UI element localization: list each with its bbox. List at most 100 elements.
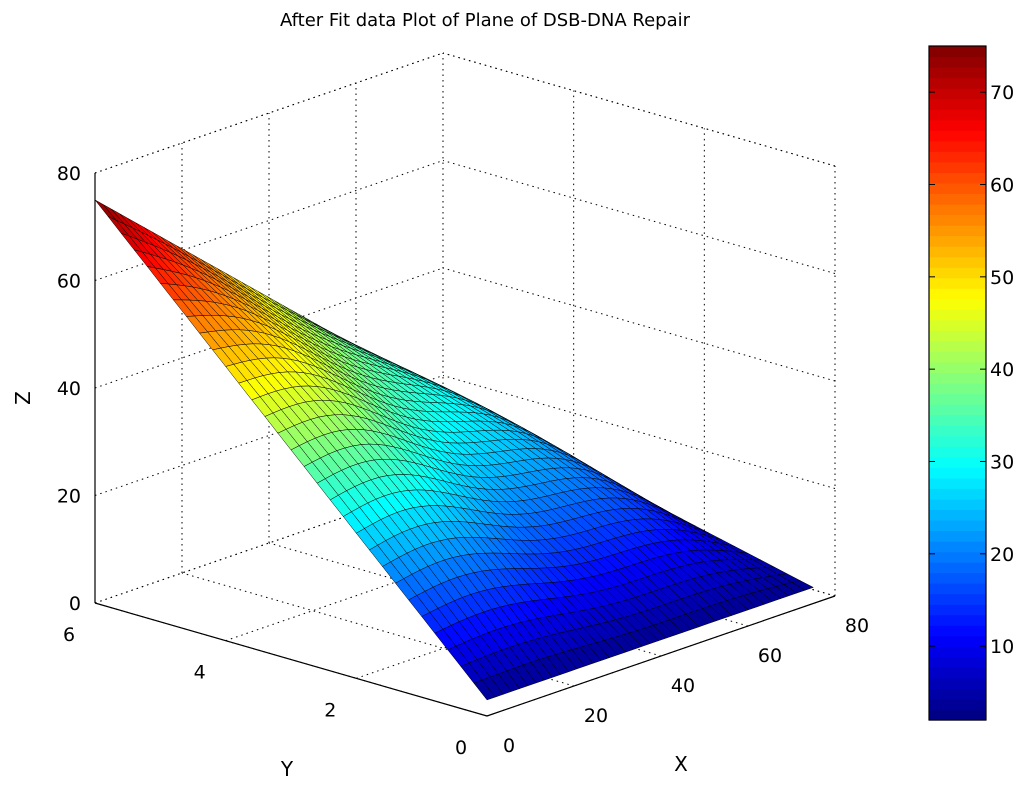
colorbar-segment [929, 309, 986, 321]
grid-line [442, 375, 836, 489]
colorbar-segment [929, 361, 986, 374]
grid-line [94, 267, 444, 389]
colorbar-segment [929, 625, 986, 637]
x-tick-label: 20 [584, 705, 608, 727]
colorbar-segment [929, 667, 986, 679]
z-tick-label: 0 [69, 593, 81, 615]
x-tick-label: 80 [845, 615, 869, 637]
y-tick-label: 2 [324, 699, 336, 721]
colorbar-segment [929, 161, 986, 173]
colorbar-segment [929, 340, 986, 353]
colorbar-segment [929, 277, 986, 289]
colorbar-segment [929, 498, 986, 510]
axis-line [486, 595, 836, 717]
colorbar-segment [929, 214, 986, 226]
colorbar-segment [929, 540, 986, 553]
colorbar-segment [929, 298, 986, 310]
colorbar-frame [928, 45, 987, 721]
colorbar-tick-label: 10 [990, 636, 1014, 658]
colorbar-segment [929, 235, 986, 247]
grid-line [94, 52, 444, 174]
colorbar-segment [929, 88, 986, 100]
grid-line [442, 52, 836, 167]
colorbar-segment [929, 604, 986, 616]
axis-line [94, 602, 488, 717]
x-tick-label: 0 [503, 735, 515, 757]
colorbar-segment [929, 193, 986, 205]
y-tick-label: 4 [194, 662, 206, 684]
colorbar-segment [929, 351, 986, 363]
colorbar-tick-label: 60 [990, 174, 1014, 196]
colorbar-segment [929, 372, 986, 384]
colorbar-segment [929, 656, 986, 668]
colorbar-segment [929, 551, 986, 563]
colorbar-segment [929, 393, 986, 405]
colorbar-segment [929, 583, 986, 595]
z-tick-label: 40 [57, 378, 81, 400]
grid-line [442, 267, 836, 382]
z-tick-label: 20 [57, 486, 81, 508]
axes-lines [94, 173, 836, 717]
x-axis-label: X [674, 752, 688, 776]
y-tick-label: 6 [63, 624, 75, 646]
colorbar-segment [929, 435, 986, 447]
colorbar-segment [929, 593, 986, 605]
colorbar-segment [929, 225, 986, 237]
colorbar-segment [929, 119, 986, 131]
colorbar-segment [929, 562, 986, 574]
colorbar-segment [929, 425, 986, 437]
colorbar-segment [929, 488, 986, 500]
colorbar-segment [929, 330, 986, 342]
colorbar-segment [929, 288, 986, 300]
colorbar-segment [929, 182, 986, 195]
z-tick-label: 80 [57, 163, 81, 185]
grid-line [181, 572, 575, 687]
colorbar-segment [929, 456, 986, 468]
colorbar-segment [929, 467, 986, 479]
colorbar-segment [929, 56, 986, 68]
colorbar-segment [929, 635, 986, 647]
colorbar-segment [929, 46, 986, 58]
grid-line [356, 557, 705, 679]
colorbar-segment [929, 140, 986, 152]
colorbar-segment [929, 98, 986, 110]
colorbar-segment [929, 677, 986, 690]
colorbar-segment [929, 446, 986, 458]
colorbar-segment [929, 383, 986, 395]
colorbar-segment [929, 572, 986, 584]
colorbar-segment [929, 203, 986, 216]
surface-mesh [94, 199, 814, 701]
colorbar-segment [929, 414, 986, 426]
colorbar-segment [929, 646, 986, 658]
colorbar-segment [929, 404, 986, 416]
colorbar-segment [929, 709, 986, 721]
x-tick-label: 40 [671, 675, 695, 697]
y-tick-label: 0 [455, 737, 467, 759]
colorbar-segment [929, 256, 986, 268]
grid-line [225, 520, 574, 642]
grid-line [94, 375, 444, 496]
z-tick-label: 60 [57, 271, 81, 293]
colorbar-segment [929, 698, 986, 711]
surface-cell [473, 679, 496, 701]
grid-line [94, 482, 444, 604]
x-tick-label: 60 [758, 645, 782, 667]
colorbar: 10 20 30 40 50 60 70 [928, 45, 1014, 721]
colorbar-segment [929, 130, 986, 142]
colorbar-tick-label: 30 [990, 451, 1014, 473]
colorbar-segment [929, 172, 986, 184]
colorbar-tick-label: 20 [990, 544, 1014, 566]
colorbar-segment [929, 688, 986, 700]
chart-title: After Fit data Plot of Plane of DSB-DNA … [280, 10, 691, 31]
z-axis-label: Z [11, 391, 35, 405]
colorbar-segment [929, 151, 986, 163]
tick-labels: 0 20 40 60 80 0 20 40 60 80 0 2 4 6 [57, 163, 869, 759]
colorbar-segment [929, 319, 986, 331]
colorbar-segment [929, 519, 986, 532]
colorbar-segment [929, 530, 986, 542]
y-axis-label: Y [280, 757, 294, 781]
colorbar-tick-label: 40 [990, 359, 1014, 381]
colorbar-tick-label: 70 [990, 82, 1014, 104]
colorbar-segment [929, 509, 986, 521]
